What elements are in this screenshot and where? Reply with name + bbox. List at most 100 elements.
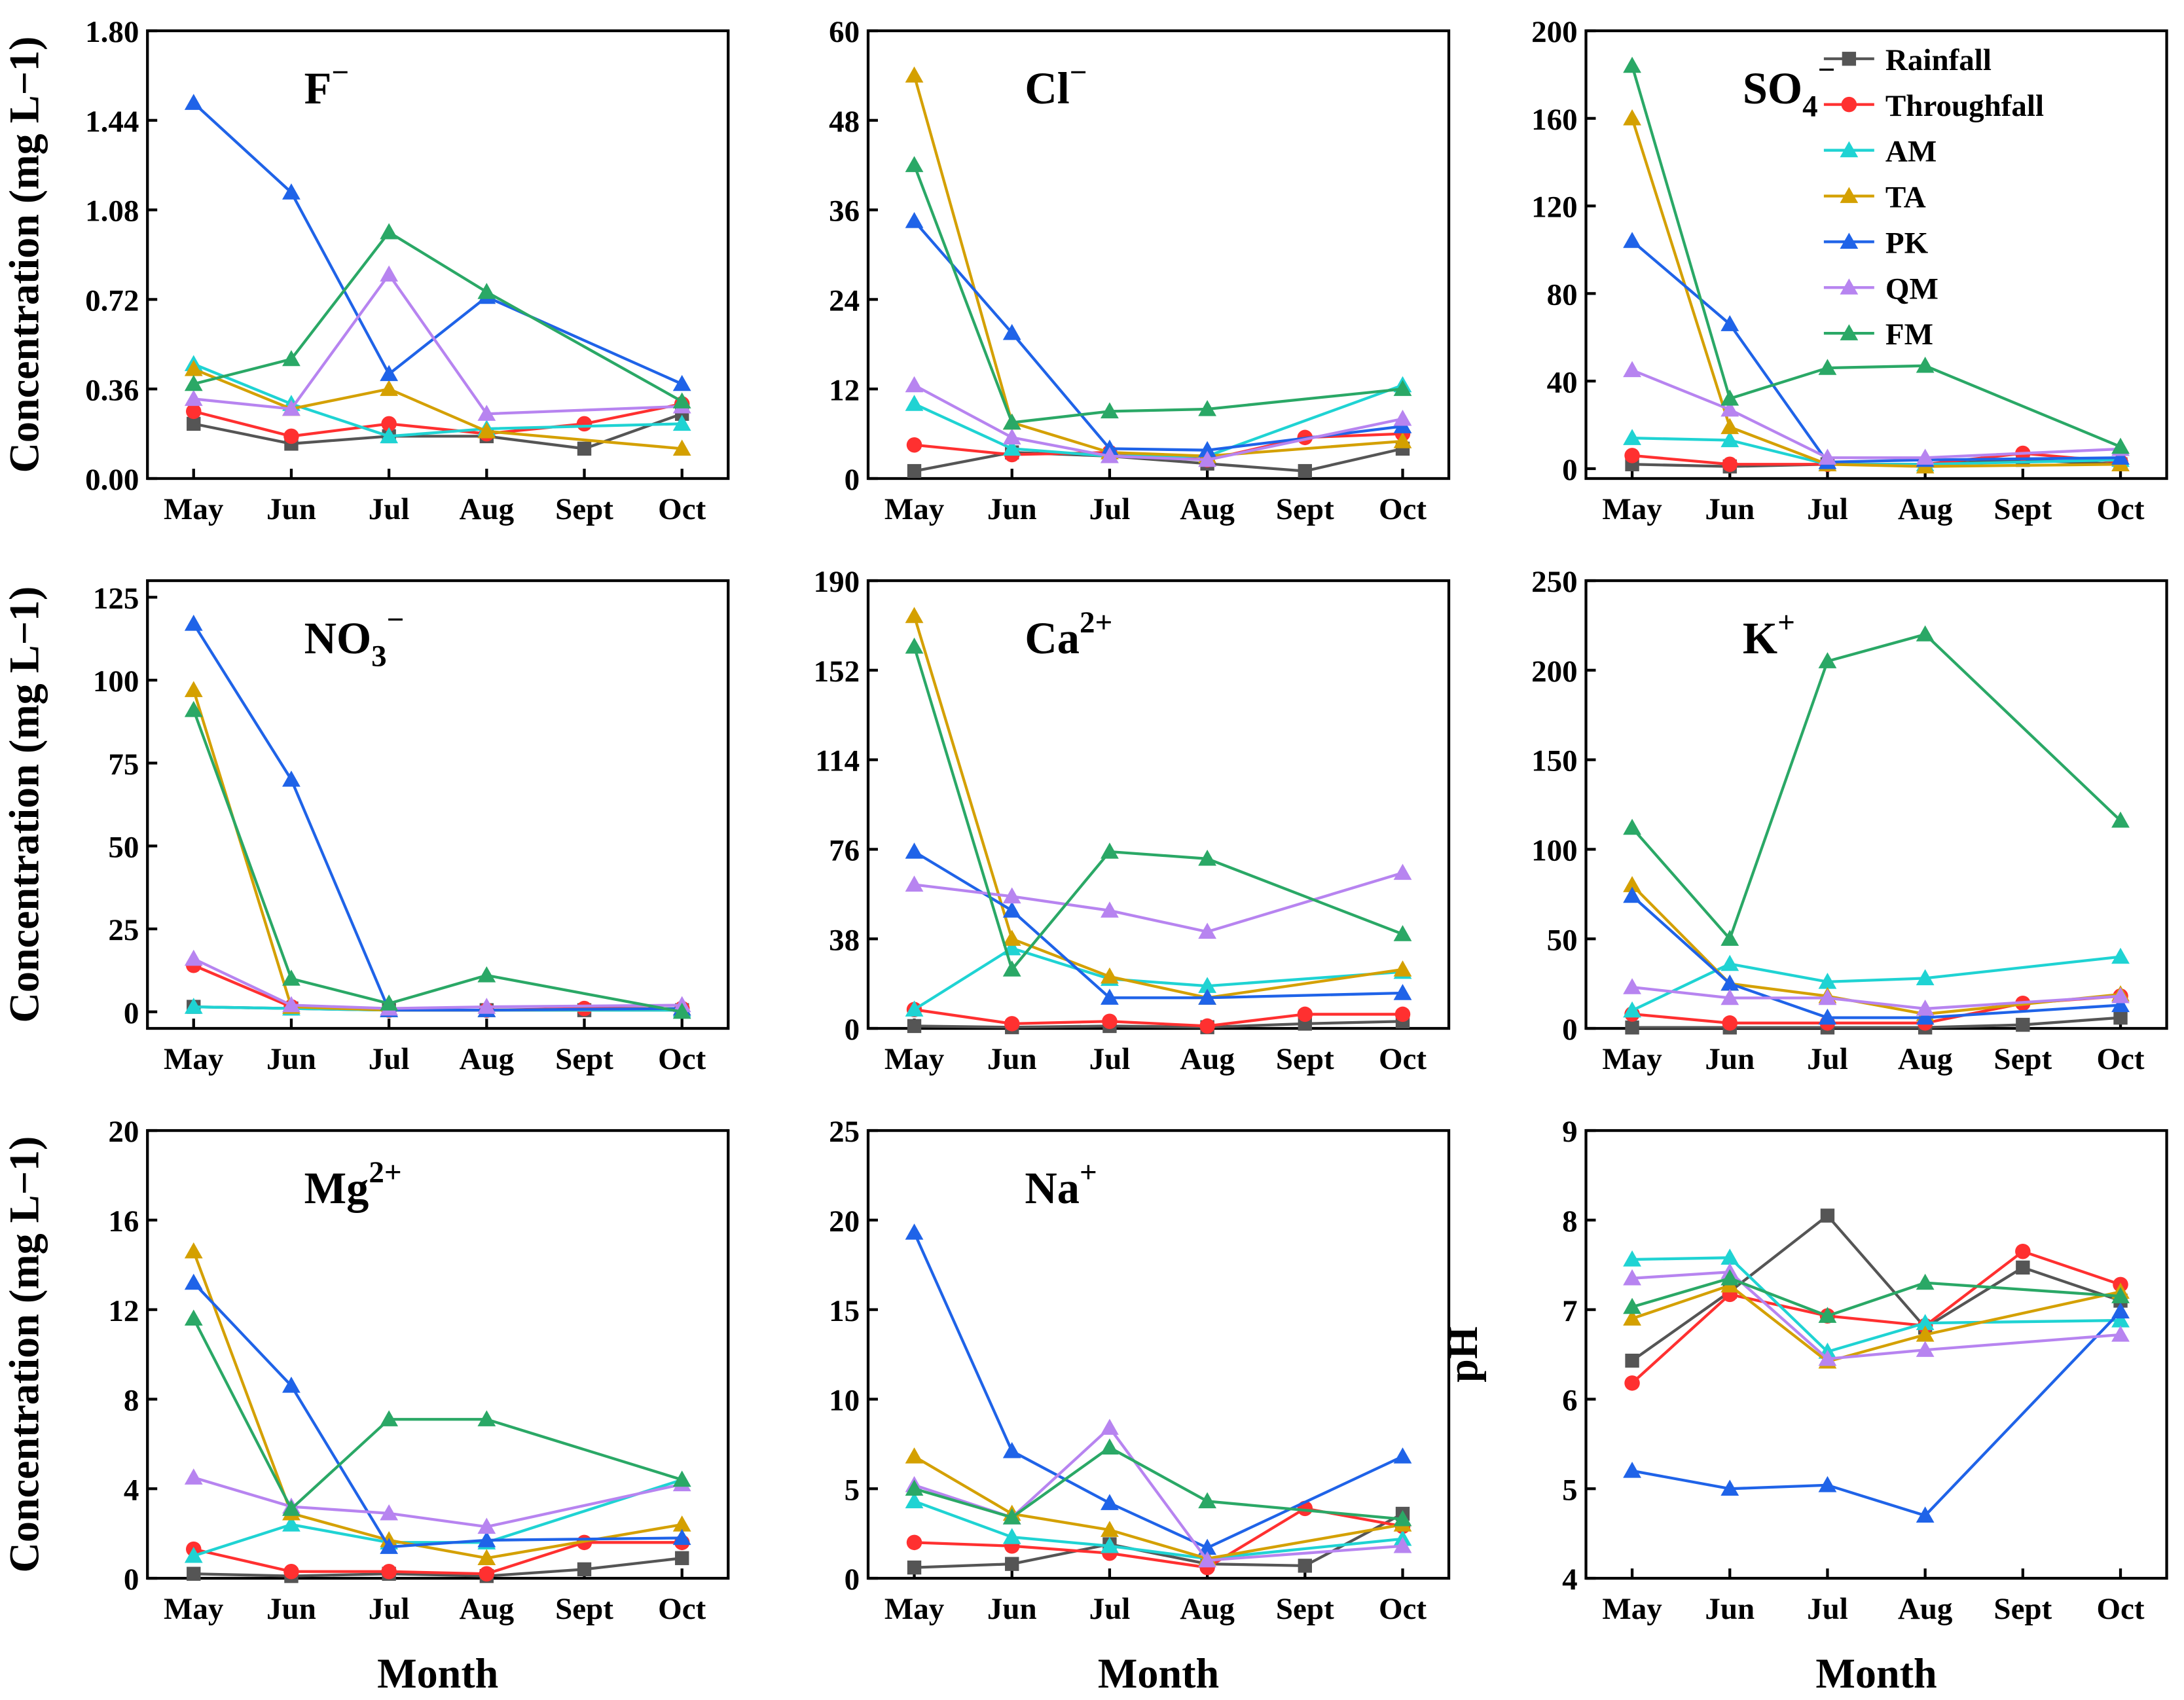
data-point-ta	[1002, 930, 1021, 946]
panel-1: 0.00 0.36 0.72 1.08 1.44 1.80 May Jun Jul Aug Sept…	[1, 15, 730, 526]
data-point-throughfall	[479, 1566, 495, 1582]
y-tick-label: 152	[814, 655, 860, 689]
y-tick-label: 0	[124, 996, 139, 1030]
legend-marker	[1840, 278, 1859, 295]
data-point-fm	[905, 637, 924, 654]
data-point-pk	[2111, 1302, 2130, 1319]
data-point-fm	[1720, 1269, 1739, 1286]
y-tick-label: 0.36	[85, 373, 139, 407]
data-point-throughfall	[1722, 1015, 1738, 1031]
x-tick-label: Aug	[1898, 1042, 1953, 1076]
data-point-pk	[1393, 1447, 1412, 1464]
legend: Rainfall Throughfall AM TA PK QM FM	[1823, 43, 2044, 352]
data-point-ta	[1623, 876, 1641, 892]
data-point-pk	[2111, 996, 2130, 1013]
data-point-fm	[672, 392, 691, 408]
legend-label: FM	[1885, 317, 1933, 352]
data-point-qm	[1720, 988, 1739, 1005]
x-tick-label: May	[1602, 492, 1662, 526]
y-tick-label: 100	[1531, 834, 1578, 868]
x-tick-label: Aug	[460, 492, 515, 526]
data-point-am	[1818, 972, 1837, 989]
data-point-pk	[1916, 1506, 1935, 1523]
data-point-qm	[184, 1468, 203, 1485]
x-tick-label: Jul	[1089, 492, 1131, 526]
title-base: NO	[304, 613, 372, 663]
data-point-fm	[477, 1410, 496, 1426]
y-tick-label: 20	[108, 1115, 139, 1149]
panel-5: 0 38 76 114 152 190 May Jun Jul Aug Sept Oct Ca2+	[814, 565, 1451, 1076]
data-point-qm	[477, 998, 496, 1014]
data-point-am	[1916, 1314, 1935, 1330]
data-point-qm	[184, 949, 203, 966]
x-tick-label: Sept	[555, 492, 613, 526]
data-point-pk	[380, 1538, 399, 1554]
panel-title: SO4−	[1743, 53, 1836, 124]
x-tick-label: Sept	[1993, 1042, 2052, 1076]
x-tick-label: Oct	[658, 492, 706, 526]
y-tick-label: 1.08	[85, 194, 139, 228]
data-point-pk	[1623, 232, 1641, 248]
data-point-rainfall	[675, 1551, 689, 1565]
data-point-am	[672, 414, 691, 431]
panel-title: F−	[304, 56, 350, 113]
x-tick-label: May	[884, 1592, 945, 1626]
data-point-pk	[672, 374, 691, 391]
x-tick-label: Aug	[460, 1592, 515, 1626]
data-point-qm	[477, 1517, 496, 1534]
data-point-fm	[380, 994, 399, 1011]
plot-frame	[866, 1129, 1451, 1580]
series-line-throughfall	[914, 1008, 1403, 1028]
data-point-pk	[477, 1531, 496, 1547]
data-point-am	[1720, 431, 1739, 448]
data-point-pk	[1101, 1494, 1119, 1510]
y-tick-label: 4	[1562, 1563, 1578, 1597]
series-line-ta	[913, 75, 1403, 458]
title-base: SO	[1743, 63, 1802, 113]
data-point-rainfall	[907, 1560, 922, 1575]
data-point-throughfall	[1004, 1016, 1020, 1032]
data-point-qm	[1916, 448, 1935, 465]
data-point-qm	[905, 875, 924, 892]
data-point-rainfall	[1625, 1353, 1639, 1368]
y-axis-label: Concentration (mg L−1)	[1, 1136, 48, 1573]
title-superscript: −	[1070, 56, 1087, 90]
data-point-pk	[905, 1223, 924, 1240]
y-tick-label: 25	[108, 913, 139, 947]
data-point-fm	[1818, 1307, 1837, 1323]
data-point-ta	[672, 1515, 691, 1532]
data-point-fm	[1916, 1273, 1935, 1290]
data-point-am	[1916, 969, 1935, 986]
data-point-fm	[1198, 849, 1217, 866]
plot-frame	[866, 579, 1451, 1030]
x-tick-label: Aug	[460, 1042, 515, 1076]
data-point-fm	[282, 350, 300, 367]
data-point-qm	[380, 265, 399, 282]
y-tick-label: 9	[1562, 1115, 1578, 1149]
plot-frame	[146, 29, 730, 480]
y-tick-label: 24	[829, 284, 860, 318]
title-subscript: 3	[371, 639, 387, 673]
data-point-am	[184, 1546, 203, 1563]
x-tick-label: Sept	[1276, 492, 1334, 526]
series-line-pk	[192, 623, 682, 1012]
y-tick-label: 50	[1547, 923, 1578, 957]
data-point-qm	[282, 399, 300, 416]
data-point-throughfall	[186, 403, 202, 420]
data-point-pk	[1818, 1008, 1837, 1025]
x-tick-label: Sept	[1276, 1042, 1334, 1076]
data-point-throughfall	[906, 437, 922, 453]
series-line-fm	[192, 709, 683, 1013]
data-point-am	[2111, 1311, 2130, 1328]
data-point-rainfall	[577, 441, 592, 456]
data-point-qm	[1393, 1536, 1412, 1553]
data-point-am	[1101, 1536, 1119, 1553]
data-point-ta	[1393, 960, 1412, 977]
data-point-fm	[1393, 1510, 1412, 1527]
data-point-throughfall	[1199, 1018, 1215, 1034]
x-tick-label: Oct	[2096, 1042, 2144, 1076]
x-tick-label: May	[164, 492, 224, 526]
data-point-qm	[1198, 922, 1217, 939]
series-line-ta	[913, 615, 1403, 1000]
